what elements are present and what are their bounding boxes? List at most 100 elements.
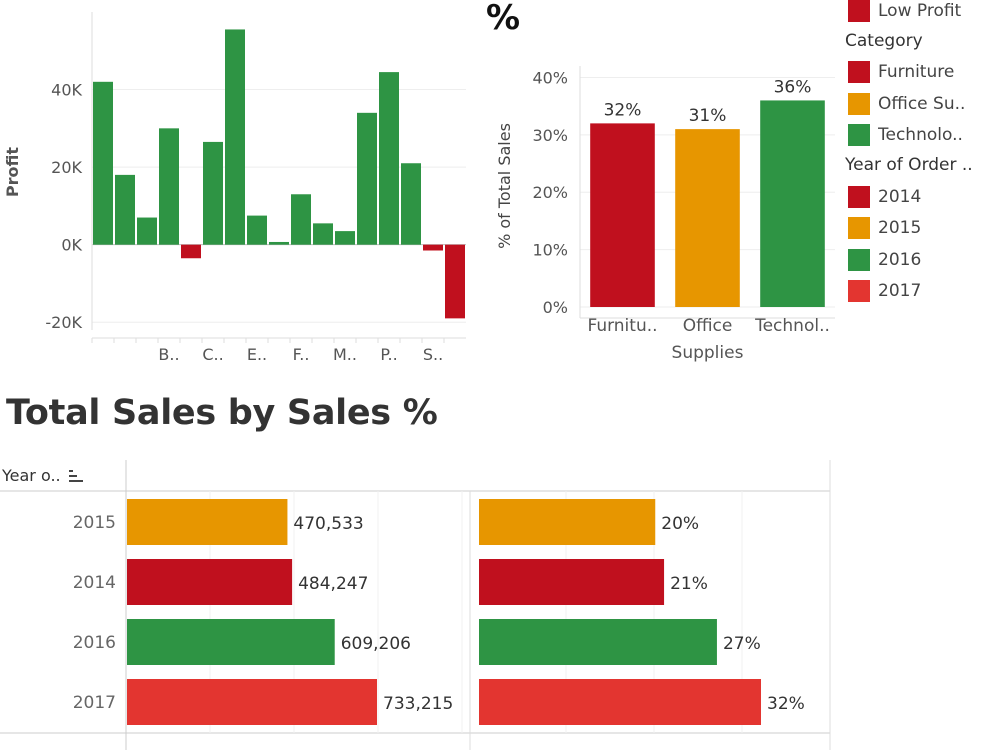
profit-x-tick-label: S.. [423, 345, 443, 364]
profit-bar [181, 244, 201, 259]
yearly-sales-panel: 2015 470,533 20% 2014 484,247 21% 2016 609,206 2… [0, 460, 831, 750]
category-x-tick-label: Supplies [672, 343, 744, 363]
legend-swatch [848, 217, 870, 240]
sales-bar-label: 470,533 [293, 514, 363, 534]
profit-bar [401, 163, 421, 245]
profit-bar [203, 141, 223, 245]
chart-title-partial: % [486, 0, 521, 38]
year-legend-item[interactable]: 2015 [845, 213, 1000, 245]
category-y-tick-label: 20% [532, 183, 568, 202]
legend-label: Furniture [878, 62, 955, 83]
legend-swatch [848, 185, 870, 208]
legend-swatch [848, 248, 870, 271]
profit-legend: Low Profit [845, 0, 1000, 27]
profit-bar-chart: -20K 0K 20K 40K Profit B.. C.. E.. F.. M.. P.. S.. [3, 12, 466, 364]
pct-bar-label: 27% [723, 634, 761, 654]
category-y-tick-label: 0% [543, 298, 568, 317]
category-y-tick-label: 40% [532, 68, 568, 87]
sales-bar-label: 733,215 [383, 694, 453, 714]
profit-bar [379, 72, 399, 245]
category-bar-label: 36% [774, 77, 812, 97]
legend-swatch [848, 0, 870, 22]
sales-bar [127, 499, 288, 545]
legend-label: 2014 [878, 186, 922, 207]
section-title: Total Sales by Sales % [6, 393, 438, 433]
profit-bar [357, 112, 377, 245]
legend-label: 2017 [878, 281, 922, 302]
year-legend: 2014 2015 2016 2017 [845, 181, 1000, 307]
year-row-label: 2014 [73, 573, 116, 593]
category-bar-label: 32% [604, 100, 642, 120]
category-bar-label: 31% [689, 106, 727, 126]
legend-swatch [848, 61, 870, 84]
sales-bar-label: 484,247 [298, 574, 368, 594]
category-legend-item[interactable]: Office Su.. [845, 88, 1000, 120]
profit-y-tick-label: 40K [51, 81, 82, 100]
year-header-label: Year o.. [2, 466, 61, 485]
sort-descending-icon[interactable] [67, 468, 87, 484]
sales-bar-label: 609,206 [341, 634, 411, 654]
category-y-tick-label: 30% [532, 126, 568, 145]
profit-bar [93, 81, 113, 245]
year-legend-title: Year of Order .. [845, 155, 973, 175]
category-legend-item[interactable]: Technolo.. [845, 120, 1000, 152]
year-row-label: 2015 [73, 513, 116, 533]
profit-legend-item[interactable]: Low Profit [845, 0, 1000, 27]
profit-bar [445, 244, 465, 319]
profit-bar [423, 244, 443, 251]
legend-swatch [848, 280, 870, 303]
profit-y-tick-label: 0K [61, 236, 82, 255]
year-legend-item[interactable]: 2016 [845, 244, 1000, 276]
legend-swatch [848, 124, 870, 147]
profit-x-tick-label: P.. [380, 345, 397, 364]
year-row-label: 2016 [73, 633, 116, 653]
profit-bar [247, 215, 267, 245]
profit-bar [115, 174, 135, 245]
year-legend-item[interactable]: 2014 [845, 181, 1000, 213]
legend-label: 2015 [878, 218, 922, 239]
sales-bar [127, 679, 377, 725]
category-bar [590, 123, 655, 307]
profit-x-tick-label: F.. [293, 345, 310, 364]
pct-bar [479, 499, 656, 545]
profit-y-tick-label: 20K [51, 158, 82, 177]
category-sales-percent-chart: 0% 10% 20% 30% 40% % of Total Sales 32% Furnitu… [495, 66, 835, 363]
legend-swatch [848, 92, 870, 115]
year-column-header[interactable]: Year o.. [2, 466, 87, 485]
category-x-tick-label: Office [683, 316, 733, 336]
pct-bar-label: 21% [670, 574, 708, 594]
category-legend-item[interactable]: Furniture [845, 57, 1000, 89]
pct-bar [479, 679, 761, 725]
category-y-axis-label: % of Total Sales [495, 123, 514, 249]
category-y-tick-label: 10% [532, 241, 568, 260]
year-legend-item[interactable]: 2017 [845, 276, 1000, 308]
pct-bar-label: 32% [767, 694, 805, 714]
sales-bar [127, 559, 293, 605]
profit-x-tick-label: M.. [333, 345, 357, 364]
profit-bar [159, 128, 179, 245]
category-legend-title: Category [845, 30, 923, 51]
profit-bar [225, 29, 245, 245]
profit-x-tick-label: E.. [247, 345, 267, 364]
profit-bar [269, 241, 289, 245]
legend-panel: Low Profit Category Furniture Office Su..… [845, 0, 1000, 307]
profit-y-axis-label: Profit [3, 147, 22, 197]
profit-bar [335, 231, 355, 245]
legend-label: 2016 [878, 249, 922, 270]
year-row-label: 2017 [73, 693, 116, 713]
profit-x-tick-label: B.. [158, 345, 179, 364]
legend-label: Low Profit [878, 0, 962, 21]
category-legend: Furniture Office Su.. Technolo.. [845, 57, 1000, 152]
category-x-tick-label: Technol.. [754, 316, 830, 336]
category-bar [760, 100, 825, 307]
profit-bar [137, 217, 157, 245]
pct-bar-label: 20% [661, 514, 699, 534]
pct-bar [479, 559, 665, 605]
category-x-tick-label: Furnitu.. [587, 316, 657, 336]
legend-label: Office Su.. [878, 93, 966, 114]
profit-bar [313, 223, 333, 245]
sales-bar [127, 619, 335, 665]
profit-x-tick-label: C.. [202, 345, 223, 364]
profit-y-tick-label: -20K [45, 313, 82, 332]
profit-bar [291, 194, 311, 245]
